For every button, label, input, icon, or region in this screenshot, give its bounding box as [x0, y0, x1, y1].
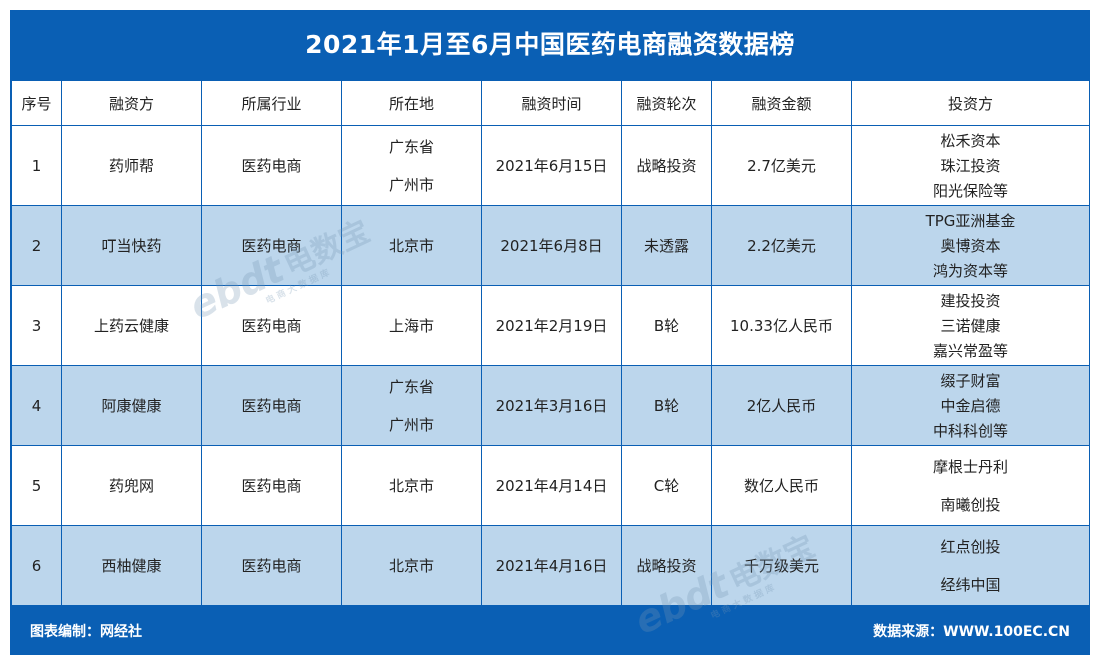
- cell-amount: 数亿人民币: [711, 445, 852, 526]
- col-header-round: 融资轮次: [621, 80, 712, 126]
- cell-investors: 摩根士丹利 南曦创投: [851, 445, 1090, 526]
- location-line: 北京市: [388, 476, 434, 495]
- table-row: 1 药师帮 医药电商 广东省 广州市 2021年6月15日 战略投资 2.7亿美元 松禾资本 珠江…: [11, 125, 1090, 206]
- location-line: 广州市: [388, 415, 434, 434]
- investor-name: 红点创投: [940, 537, 1001, 556]
- cell-industry: 医药电商: [201, 285, 342, 366]
- footer: 图表编制：网经社 数据来源：WWW.100EC.CN: [10, 605, 1090, 655]
- col-header-location: 所在地: [341, 80, 482, 126]
- cell-investors: 建投投资三诺健康嘉兴常盈等: [851, 285, 1090, 366]
- location-line: 北京市: [388, 556, 434, 575]
- cell-date: 2021年6月15日: [481, 125, 622, 206]
- cell-company: 药兜网: [61, 445, 202, 526]
- table-row: 2 叮当快药 医药电商 北京市 2021年6月8日 未透露 2.2亿美元 TPG亚洲基金 奥博资…: [11, 205, 1090, 286]
- cell-location: 北京市: [341, 205, 482, 286]
- report-frame: 2021年1月至6月中国医药电商融资数据榜 序号 融资方 所属行业 所在地 融资…: [10, 10, 1090, 655]
- cell-company: 上药云健康: [61, 285, 202, 366]
- investor-name: 中科科创等: [932, 421, 1008, 440]
- table-body: 1 药师帮 医药电商 广东省 广州市 2021年6月15日 战略投资 2.7亿美元 松禾资本 珠江…: [11, 125, 1090, 606]
- cell-no: 1: [11, 125, 62, 206]
- investor-name: 嘉兴常盈等: [932, 341, 1008, 360]
- location-line: 广东省: [388, 377, 434, 396]
- cell-company: 药师帮: [61, 125, 202, 206]
- cell-round: B轮: [621, 365, 712, 446]
- col-header-investors: 投资方: [851, 80, 1090, 126]
- cell-date: 2021年3月16日: [481, 365, 622, 446]
- col-header-date: 融资时间: [481, 80, 622, 126]
- table-row: 4 阿康健康 医药电商 广东省 广州市 2021年3月16日 B轮 2亿人民币 缀子财富 中金启德…: [11, 365, 1090, 446]
- investor-name: 鸿为资本等: [932, 261, 1008, 280]
- cell-location: 北京市: [341, 445, 482, 526]
- cell-date: 2021年6月8日: [481, 205, 622, 286]
- cell-amount: 2.2亿美元: [711, 205, 852, 286]
- col-header-amount: 融资金额: [711, 80, 852, 126]
- cell-company: 叮当快药: [61, 205, 202, 286]
- investor-name: TPG亚洲基金: [925, 211, 1016, 230]
- investor-name: 南曦创投: [940, 495, 1001, 514]
- investor-name: 三诺健康: [940, 316, 1001, 335]
- investor-name: 奥博资本: [940, 236, 1001, 255]
- cell-location: 广东省 广州市: [341, 365, 482, 446]
- cell-industry: 医药电商: [201, 365, 342, 446]
- footer-credit: 图表编制：网经社: [30, 624, 142, 640]
- table-row: 6 西柚健康 医药电商 北京市 2021年4月16日 战略投资 千万级美元 红点创投 经纬中国: [11, 525, 1090, 606]
- investor-name: 松禾资本: [940, 131, 1001, 150]
- cell-date: 2021年2月19日: [481, 285, 622, 366]
- cell-date: 2021年4月16日: [481, 525, 622, 606]
- col-header-no: 序号: [11, 80, 62, 126]
- location-line: 广东省: [388, 137, 434, 156]
- cell-amount: 10.33亿人民币: [711, 285, 852, 366]
- cell-industry: 医药电商: [201, 525, 342, 606]
- location-line: 上海市: [388, 316, 434, 335]
- location-line: 北京市: [388, 236, 434, 255]
- table-row: 5 药兜网 医药电商 北京市 2021年4月14日 C轮 数亿人民币 摩根士丹利 南曦创投: [11, 445, 1090, 526]
- cell-no: 5: [11, 445, 62, 526]
- investor-name: 珠江投资: [940, 156, 1001, 175]
- col-header-company: 融资方: [61, 80, 202, 126]
- investor-name: 缀子财富: [940, 371, 1001, 390]
- cell-round: B轮: [621, 285, 712, 366]
- investor-name: 阳光保险等: [932, 181, 1008, 200]
- financing-table: 序号 融资方 所属行业 所在地 融资时间 融资轮次 融资金额 投资方 1 药师帮医…: [11, 80, 1090, 606]
- cell-industry: 医药电商: [201, 445, 342, 526]
- footer-source: 数据来源：WWW.100EC.CN: [873, 624, 1070, 640]
- cell-amount: 2.7亿美元: [711, 125, 852, 206]
- investor-name: 经纬中国: [940, 575, 1001, 594]
- cell-industry: 医药电商: [201, 205, 342, 286]
- location-line: 广州市: [388, 175, 434, 194]
- cell-round: 战略投资: [621, 525, 712, 606]
- cell-no: 6: [11, 525, 62, 606]
- cell-no: 2: [11, 205, 62, 286]
- investor-name: 中金启德: [940, 396, 1001, 415]
- cell-location: 上海市: [341, 285, 482, 366]
- cell-location: 广东省 广州市: [341, 125, 482, 206]
- cell-company: 西柚健康: [61, 525, 202, 606]
- col-header-industry: 所属行业: [201, 80, 342, 126]
- cell-round: C轮: [621, 445, 712, 526]
- cell-investors: TPG亚洲基金 奥博资本鸿为资本等: [851, 205, 1090, 286]
- investor-name: 摩根士丹利: [932, 457, 1008, 476]
- table-header-row: 序号 融资方 所属行业 所在地 融资时间 融资轮次 融资金额 投资方: [11, 80, 1090, 126]
- cell-round: 未透露: [621, 205, 712, 286]
- cell-round: 战略投资: [621, 125, 712, 206]
- cell-no: 4: [11, 365, 62, 446]
- investor-name: 建投投资: [940, 291, 1001, 310]
- cell-investors: 缀子财富中金启德中科科创等: [851, 365, 1090, 446]
- cell-amount: 千万级美元: [711, 525, 852, 606]
- cell-no: 3: [11, 285, 62, 366]
- cell-date: 2021年4月14日: [481, 445, 622, 526]
- page-title: 2021年1月至6月中国医药电商融资数据榜: [305, 30, 795, 59]
- cell-company: 阿康健康: [61, 365, 202, 446]
- cell-investors: 松禾资本珠江投资阳光保险等: [851, 125, 1090, 206]
- cell-investors: 红点创投 经纬中国: [851, 525, 1090, 606]
- cell-industry: 医药电商: [201, 125, 342, 206]
- table-row: 3 上药云健康 医药电商 上海市 2021年2月19日 B轮 10.33亿人民币 建投投资 三诺…: [11, 285, 1090, 366]
- cell-location: 北京市: [341, 525, 482, 606]
- cell-amount: 2亿人民币: [711, 365, 852, 446]
